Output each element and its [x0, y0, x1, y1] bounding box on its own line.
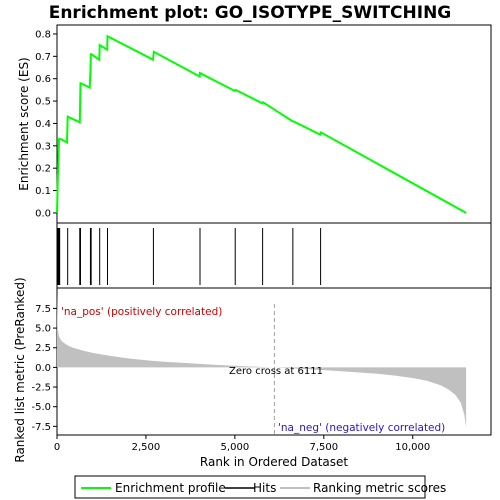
legend-box: [74, 475, 426, 499]
es-tick-label: 0.8: [35, 29, 51, 40]
metric-tick-label: 0.0: [35, 363, 51, 374]
hit-markers: [57, 228, 322, 285]
x-tick-label: 5,000: [221, 442, 250, 453]
es-panel-frame: [56, 24, 492, 224]
metric-tick-label: 5.0: [35, 324, 51, 335]
es-tick-label: 0.1: [35, 186, 51, 197]
es-tick-label: 0.0: [35, 208, 51, 219]
metric-axis-label: Ranked list metric (PreRanked): [13, 277, 27, 462]
hits-panel-frame: [56, 222, 492, 289]
metric-tick-label: 2.5: [35, 343, 51, 354]
zero-cross-label: Zero cross at 6111: [229, 366, 323, 377]
metric-axis-ticks: -7.5 -5.0 -2.5 0.0 2.5 5.0 7.5: [31, 304, 57, 433]
enrichment-profile-line: [56, 34, 467, 214]
x-tick-label: 0: [54, 442, 60, 453]
es-tick-label: 0.2: [35, 164, 51, 175]
es-axis-ticks: 0.0 0.1 0.2 0.3 0.4 0.5 0.6 0.7 0.8: [35, 29, 57, 219]
es-tick-label: 0.3: [35, 141, 51, 152]
legend: Enrichment profile Hits Ranking metric s…: [74, 475, 446, 499]
x-tick-label: 7,500: [309, 442, 338, 453]
legend-metric-label: Ranking metric scores: [313, 481, 446, 495]
legend-enrichment-label: Enrichment profile: [115, 481, 226, 495]
chart-title: Enrichment plot: GO_ISOTYPE_SWITCHING: [49, 3, 452, 23]
es-axis-label: Enrichment score (ES): [17, 57, 31, 190]
metric-tick-label: -2.5: [31, 383, 51, 394]
x-tick-label: 2,500: [132, 442, 161, 453]
x-axis-ticks: 0 2,500 5,000 7,500 10,000: [54, 435, 430, 453]
pos-label: 'na_pos' (positively correlated): [61, 306, 222, 318]
es-tick-label: 0.6: [35, 74, 51, 85]
ranking-metric-area: [57, 292, 467, 428]
es-tick-label: 0.5: [35, 97, 51, 108]
x-axis-label: Rank in Ordered Dataset: [200, 455, 348, 469]
metric-tick-label: 7.5: [35, 304, 51, 315]
x-tick-label: 10,000: [395, 442, 430, 453]
es-tick-label: 0.7: [35, 52, 51, 63]
metric-tick-label: -5.0: [31, 402, 51, 413]
legend-hits-label: Hits: [253, 481, 276, 495]
neg-label: 'na_neg' (negatively correlated): [278, 422, 445, 434]
es-tick-label: 0.4: [35, 119, 51, 130]
metric-tick-label: -7.5: [31, 422, 51, 433]
